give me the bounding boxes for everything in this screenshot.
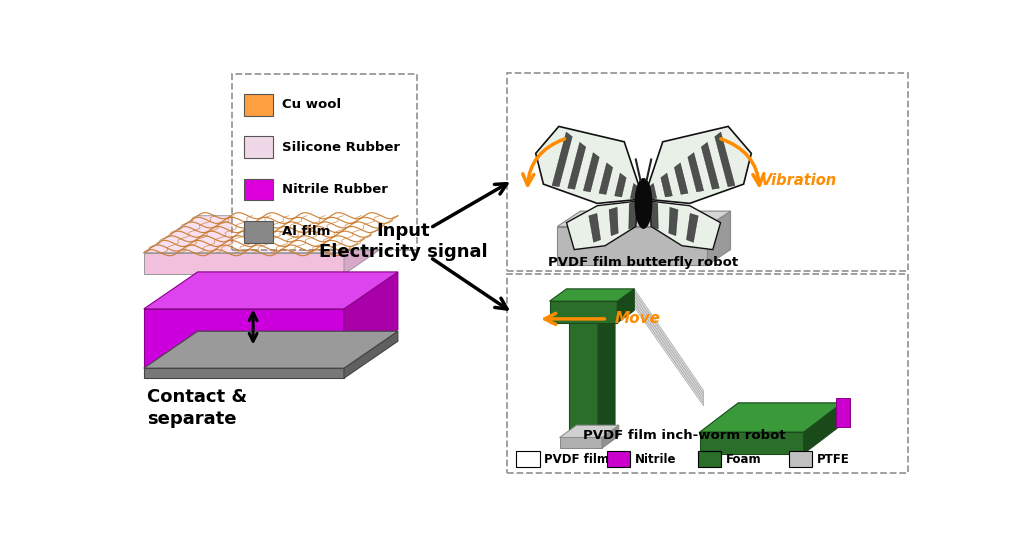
Polygon shape (714, 132, 735, 187)
Polygon shape (701, 143, 719, 190)
Polygon shape (569, 307, 615, 319)
Polygon shape (144, 215, 397, 253)
Bar (244, 221, 273, 242)
Text: Nitrile Rubber: Nitrile Rubber (282, 183, 388, 196)
Polygon shape (344, 331, 397, 378)
Polygon shape (583, 153, 599, 192)
Bar (698, 451, 721, 467)
Polygon shape (144, 272, 397, 309)
FancyBboxPatch shape (507, 72, 908, 271)
Polygon shape (144, 331, 397, 368)
Polygon shape (552, 132, 573, 187)
Bar (607, 451, 631, 467)
Text: Nitrile: Nitrile (635, 453, 677, 465)
Text: Cu wool: Cu wool (282, 98, 341, 111)
Polygon shape (647, 126, 751, 204)
Polygon shape (589, 213, 600, 242)
Polygon shape (634, 304, 703, 406)
Polygon shape (614, 173, 627, 197)
Polygon shape (549, 289, 634, 301)
Polygon shape (344, 272, 397, 367)
Text: PVDF film: PVDF film (544, 453, 609, 465)
Polygon shape (668, 207, 678, 236)
Polygon shape (836, 398, 850, 428)
Bar (244, 137, 273, 158)
Text: PVDF film butterfly robot: PVDF film butterfly robot (548, 256, 739, 269)
Polygon shape (804, 403, 842, 454)
Polygon shape (569, 319, 598, 438)
Polygon shape (707, 211, 731, 265)
Polygon shape (568, 143, 586, 190)
Text: PVDF film inch-worm robot: PVDF film inch-worm robot (583, 429, 786, 442)
Polygon shape (144, 368, 344, 378)
Polygon shape (634, 300, 703, 403)
Bar (789, 451, 812, 467)
Polygon shape (549, 301, 618, 323)
Polygon shape (675, 163, 688, 194)
Polygon shape (634, 293, 703, 397)
Text: Input
Electricity signal: Input Electricity signal (319, 222, 487, 261)
Polygon shape (144, 309, 344, 367)
Polygon shape (567, 201, 637, 249)
Polygon shape (609, 207, 619, 236)
Text: Silicone Rubber: Silicone Rubber (282, 141, 400, 154)
Polygon shape (634, 296, 703, 400)
Polygon shape (687, 213, 698, 242)
Text: Vibration: Vibration (761, 173, 838, 188)
Bar (244, 94, 273, 116)
Polygon shape (602, 425, 619, 448)
Polygon shape (559, 437, 602, 448)
Polygon shape (599, 163, 612, 194)
Polygon shape (557, 211, 731, 226)
Polygon shape (688, 153, 704, 192)
Polygon shape (144, 253, 344, 274)
Text: Contact &
separate: Contact & separate (147, 388, 247, 428)
Text: PTFE: PTFE (817, 453, 850, 465)
Polygon shape (631, 184, 640, 200)
Polygon shape (344, 215, 397, 274)
Polygon shape (661, 173, 673, 197)
Polygon shape (647, 184, 656, 200)
Polygon shape (618, 289, 634, 323)
Text: Foam: Foam (726, 453, 761, 465)
Ellipse shape (635, 178, 652, 228)
Polygon shape (557, 226, 707, 265)
Bar (244, 179, 273, 200)
Text: Al film: Al film (282, 225, 331, 238)
Polygon shape (700, 432, 804, 454)
Polygon shape (700, 403, 842, 432)
Polygon shape (559, 425, 619, 437)
Polygon shape (598, 307, 615, 438)
Polygon shape (650, 201, 658, 229)
Polygon shape (629, 201, 637, 229)
Bar (517, 451, 540, 467)
Text: Move: Move (615, 312, 661, 326)
Polygon shape (650, 201, 720, 249)
Polygon shape (634, 289, 703, 394)
FancyBboxPatch shape (232, 74, 417, 249)
FancyBboxPatch shape (507, 274, 908, 473)
Polygon shape (536, 126, 640, 204)
